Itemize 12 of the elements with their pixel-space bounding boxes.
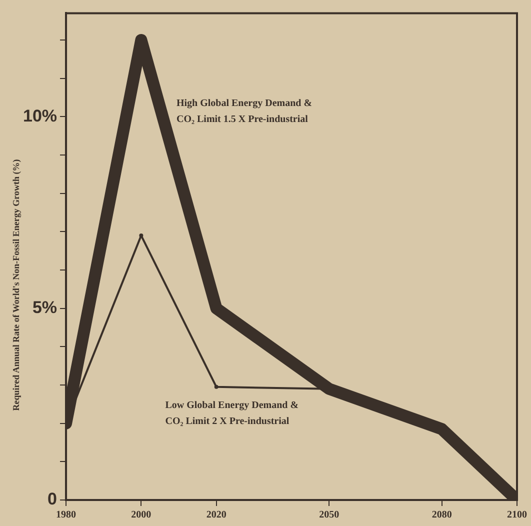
- x-tick-label: 2000: [131, 510, 152, 521]
- y-tick-label: 5%: [32, 298, 58, 318]
- y-tick-label: 10%: [22, 106, 58, 126]
- x-tick-label: 2080: [432, 510, 452, 521]
- series-label: Low Global Energy Demand & CO₂ Limit 2 X Pre-industrial: [165, 398, 300, 429]
- x-tick-label: 2100: [507, 510, 527, 521]
- x-tick-label: 1980: [56, 510, 76, 521]
- y-tick-label: 0: [48, 490, 58, 509]
- series-label: High Global Energy Demand & CO₂ Limit 1.5 X Pre-industrial: [176, 96, 314, 127]
- x-tick-label: 2050: [319, 510, 340, 521]
- x-tick-label: 2020: [206, 510, 226, 521]
- y-axis-title: Required Annual Rate of World's Non-Fossil Energy Growth (%): [11, 159, 21, 411]
